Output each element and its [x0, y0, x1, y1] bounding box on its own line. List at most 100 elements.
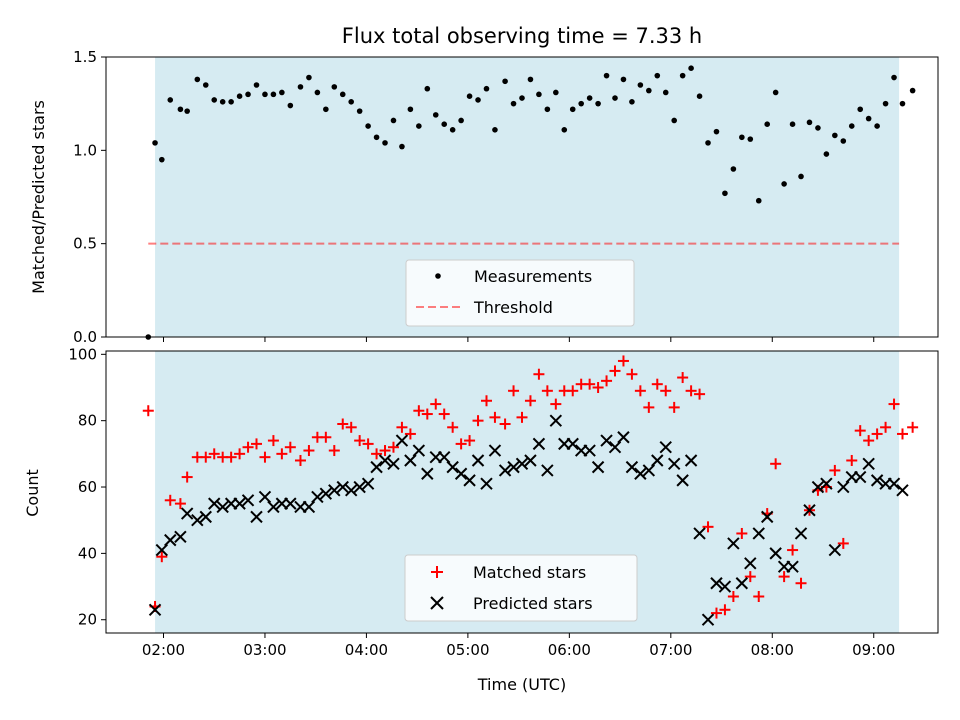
measurement-point — [314, 89, 321, 96]
predicted-star-point — [549, 414, 563, 427]
predicted-star-point — [769, 547, 782, 560]
bottom-legend: Matched stars Predicted stars — [404, 554, 638, 622]
predicted-star-point — [387, 457, 400, 471]
measurement-point — [755, 197, 762, 204]
measurement-point — [823, 151, 830, 157]
predicted-star-point — [311, 490, 324, 504]
measurement-point — [595, 100, 601, 107]
matched-star-point — [447, 421, 459, 433]
predicted-star-point — [258, 490, 272, 504]
matched-star-point — [592, 381, 604, 393]
measurement-point — [502, 78, 508, 85]
matched-star-point — [371, 448, 383, 460]
top-axes-frame — [105, 56, 939, 338]
predicted-star-point — [199, 510, 212, 524]
measurement-point — [184, 108, 190, 114]
matched-star-point — [489, 411, 501, 423]
bottom-x-tick-label: 04:00 — [345, 641, 388, 659]
matched-star-point — [880, 421, 892, 433]
measurement-point — [688, 65, 694, 71]
measurement-point — [646, 87, 652, 94]
measurement-point — [194, 76, 201, 83]
matched-star-point — [421, 408, 433, 420]
bottom-x-tick-label: 05:00 — [446, 641, 489, 659]
matched-star-point — [863, 435, 875, 447]
bottom-y-tick-label: 40 — [78, 544, 97, 562]
measurement-point — [262, 91, 268, 98]
measurement-point — [159, 156, 165, 163]
predicted-star-point — [634, 467, 647, 480]
matched-star-point — [164, 494, 176, 506]
measurement-point — [654, 72, 661, 79]
matched-star-point — [550, 398, 562, 410]
predicted-star-point — [541, 464, 554, 477]
measurement-point — [356, 108, 363, 114]
matched-star-point — [626, 368, 638, 380]
matched-star-point — [770, 458, 782, 470]
matched-star-point — [677, 372, 689, 384]
matched-star-point — [508, 385, 520, 397]
ratio-panel: 0.0 0.5 1.0 1.5 Matched/Predicted stars Mea… — [29, 48, 939, 346]
measurement-point — [553, 89, 559, 96]
matched-star-point — [516, 411, 528, 423]
measurement-point — [270, 91, 277, 98]
bottom-y-tick-label: 20 — [78, 611, 97, 629]
matched-star-point — [328, 445, 340, 457]
predicted-star-point — [174, 530, 187, 543]
measurement-point — [620, 76, 627, 83]
measurement-point — [789, 121, 796, 127]
predicted-star-point — [803, 504, 816, 517]
predicted-star-point — [828, 543, 842, 557]
matched-star-point — [888, 398, 900, 410]
measurement-point — [713, 128, 720, 135]
predicted-star-point — [820, 477, 833, 490]
measurement-point — [671, 117, 677, 124]
matched-star-points — [142, 355, 919, 619]
predicted-star-point — [701, 613, 715, 626]
measurement-point — [739, 134, 745, 141]
bottom-y-tick-label: 80 — [78, 412, 97, 430]
matched-star-point — [438, 408, 450, 420]
measurement-point — [339, 91, 346, 98]
matched-star-point — [404, 428, 416, 440]
predicted-star-point — [208, 497, 221, 510]
measurement-point — [510, 100, 517, 107]
matched-star-point — [753, 591, 765, 603]
predicted-star-point — [155, 543, 169, 557]
legend-threshold-label: Threshold — [473, 298, 553, 317]
measurement-point — [365, 123, 371, 129]
top-y-tick-label: 1.0 — [73, 141, 97, 159]
bottom-legend-box — [404, 554, 638, 622]
matched-star-point — [694, 388, 706, 400]
measurement-point — [432, 112, 439, 118]
matched-star-point — [533, 368, 545, 380]
measurement-point — [390, 117, 397, 124]
predicted-star-point — [488, 444, 502, 457]
predicted-star-point — [361, 477, 375, 490]
predicted-star-point — [412, 444, 426, 457]
predicted-star-point — [617, 431, 630, 444]
matched-star-point — [251, 438, 263, 450]
predicted-star-point — [811, 480, 825, 494]
matched-star-point — [362, 438, 374, 450]
matched-star-point — [634, 385, 646, 397]
matched-star-point — [480, 395, 492, 407]
matched-star-point — [685, 385, 697, 397]
matched-star-point — [871, 428, 883, 440]
predicted-star-point — [328, 484, 341, 497]
matched-star-point — [896, 428, 908, 440]
matched-star-point — [846, 454, 858, 466]
matched-star-point — [567, 385, 579, 397]
matched-star-point — [208, 448, 220, 460]
predicted-star-point — [684, 454, 698, 467]
matched-star-point — [584, 378, 596, 390]
matched-star-point — [727, 591, 739, 603]
top-y-tick-label: 0.5 — [73, 235, 97, 253]
matched-star-point — [242, 441, 254, 453]
count-panel: 20 40 60 80 100 02:00 03:00 04:00 05:00 06:00 07:… — [23, 345, 939, 694]
measurement-point — [416, 123, 422, 129]
predicted-star-point — [870, 474, 884, 487]
measurement-point — [211, 97, 218, 103]
predicted-star-point — [284, 497, 297, 510]
matched-star-point — [617, 355, 629, 367]
